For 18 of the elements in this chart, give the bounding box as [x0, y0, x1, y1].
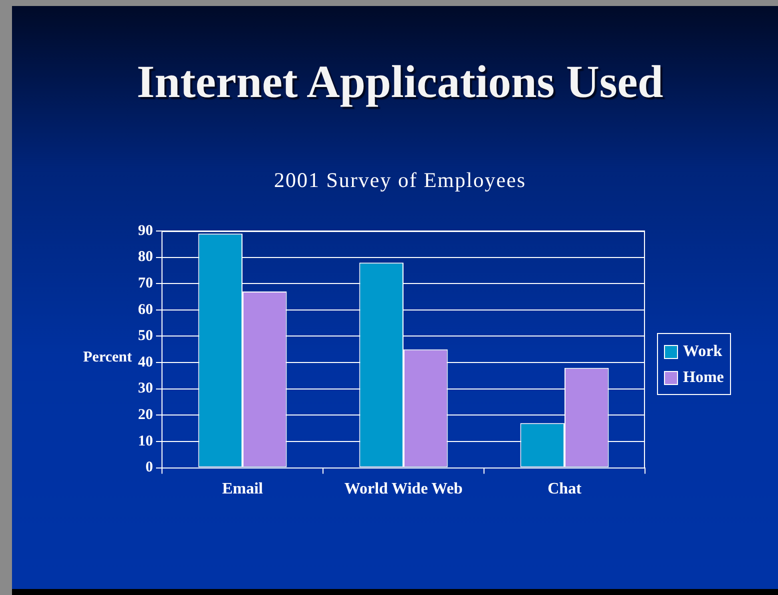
chart-title: Internet Applications Used [136, 55, 664, 109]
y-tick-label: 80 [138, 249, 153, 266]
y-axis-title: Percent [83, 349, 132, 366]
x-tick-label: World Wide Web [344, 480, 463, 498]
y-tick-label: 50 [138, 328, 153, 344]
y-tick-label: 10 [138, 433, 153, 450]
x-tick-label: Email [222, 480, 264, 498]
legend-label: Work [683, 342, 722, 362]
x-tick-label: Chat [548, 480, 582, 498]
y-tick-label: 40 [138, 354, 153, 370]
chart-subtitle: 2001 Survey of Employees [272, 167, 528, 193]
legend-label: Home [683, 368, 724, 388]
y-tick-label: 60 [138, 302, 153, 318]
y-tick-label: 20 [138, 407, 153, 424]
y-tick-label: 30 [138, 380, 153, 397]
y-tick-label: 70 [138, 275, 153, 292]
y-tick-label: 0 [146, 460, 153, 476]
y-tick-label: 90 [138, 222, 153, 239]
